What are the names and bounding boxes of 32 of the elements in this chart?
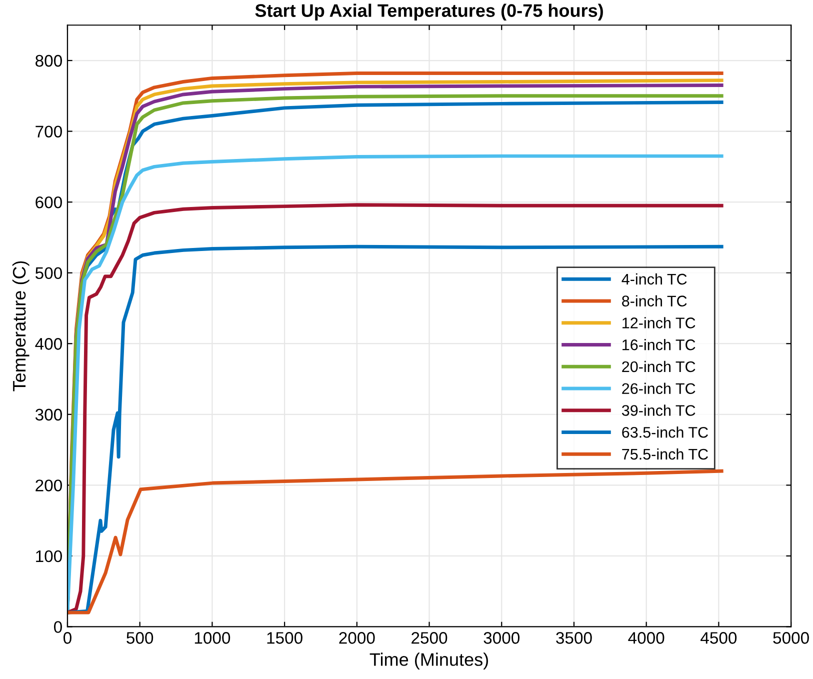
- legend-label: 63.5-inch TC: [622, 426, 708, 438]
- x-tick-label: 1500: [267, 632, 302, 644]
- x-tick-label: 1000: [194, 632, 230, 644]
- x-tick-label: 2500: [412, 632, 448, 644]
- y-axis-title: Temperature (C): [12, 261, 30, 392]
- y-tick-label: 200: [36, 480, 62, 492]
- y-tick-label: 500: [35, 267, 62, 280]
- y-tick-label: 600: [36, 196, 62, 208]
- x-tick-label: 4000: [628, 632, 664, 644]
- legend-label: 16-inch TC: [622, 339, 696, 350]
- x-tick-label: 3500: [556, 632, 592, 644]
- y-tick-label: 400: [35, 338, 62, 350]
- y-tick-label: 300: [35, 408, 62, 421]
- legend-label: 4-inch TC: [622, 273, 687, 285]
- legend-label: 75.5-inch TC: [622, 448, 708, 460]
- legend-label: 39-inch TC: [622, 404, 696, 416]
- x-tick-label: 3000: [484, 632, 520, 644]
- x-tick-label: 2000: [339, 632, 375, 644]
- y-tick-label: 700: [36, 126, 62, 138]
- chart-title: Start Up Axial Temperatures (0-75 hours): [255, 4, 603, 21]
- x-tick-label: 500: [126, 632, 154, 644]
- x-tick-label: 4500: [700, 632, 737, 644]
- y-tick-label: 800: [36, 54, 62, 67]
- legend-label: 20-inch TC: [622, 360, 696, 372]
- x-tick-label: 5000: [773, 632, 809, 644]
- legend-label: 12-inch TC: [622, 317, 696, 328]
- x-axis-title: Time (Minutes): [370, 652, 488, 670]
- y-tick-label: 100: [36, 550, 62, 562]
- legend-label: 26-inch TC: [622, 382, 696, 394]
- y-tick-label: 0: [54, 621, 62, 633]
- x-tick-label: 0: [63, 632, 72, 644]
- legend-label: 8-inch TC: [622, 295, 687, 306]
